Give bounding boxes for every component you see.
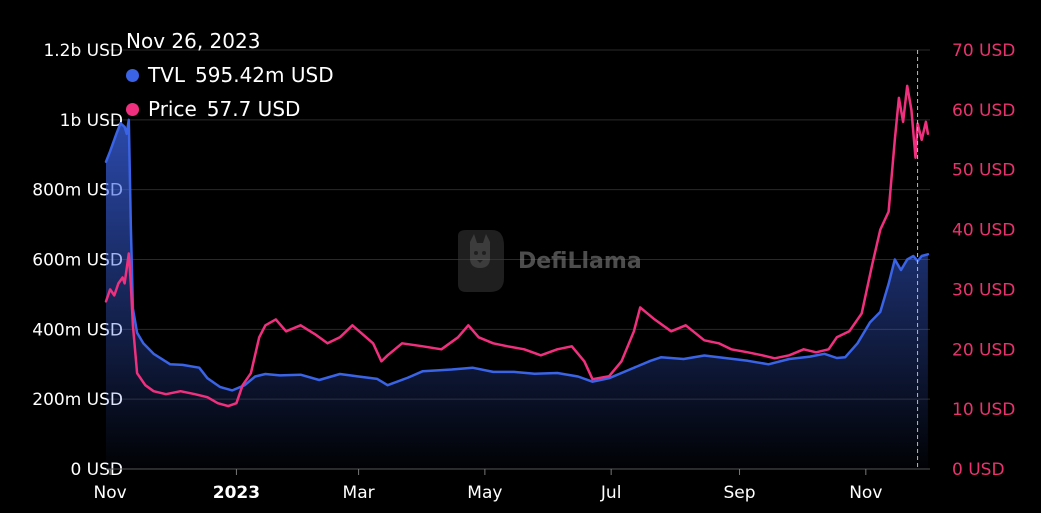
tooltip-tvl-row: TVL 595.42m USD bbox=[126, 58, 334, 92]
tooltip-price-value: 57.7 USD bbox=[206, 97, 301, 121]
defillama-watermark: DefiLlama bbox=[452, 228, 652, 298]
y-left-tick-label: 1.2b USD bbox=[43, 41, 123, 61]
x-tick-label: May bbox=[467, 483, 502, 503]
y-right-tick-label: 0 USD bbox=[952, 460, 1005, 480]
x-tick-label: Mar bbox=[343, 483, 375, 503]
y-right-tick-label: 20 USD bbox=[952, 340, 1015, 360]
tooltip-price-row: Price 57.7 USD bbox=[126, 92, 334, 126]
x-tick-label: 2023 bbox=[213, 483, 260, 503]
x-tick-label: Sep bbox=[724, 483, 756, 503]
tooltip-tvl-value: 595.42m USD bbox=[195, 63, 334, 87]
tvl-area bbox=[106, 119, 928, 470]
llama-logo-icon bbox=[458, 230, 504, 292]
price-legend-dot bbox=[126, 103, 139, 116]
tooltip-date: Nov 26, 2023 bbox=[126, 29, 261, 53]
y-right-tick-label: 10 USD bbox=[952, 400, 1015, 420]
y-left-tick-label: 400m USD bbox=[32, 320, 123, 340]
x-tick-label: Jul bbox=[600, 483, 622, 503]
y-right-tick-label: 30 USD bbox=[952, 280, 1015, 300]
y-right-tick-label: 60 USD bbox=[952, 101, 1015, 121]
price-line bbox=[104, 84, 930, 408]
watermark-text: DefiLlama bbox=[518, 249, 642, 274]
y-left-tick-label: 600m USD bbox=[32, 251, 123, 271]
y-right-tick-label: 70 USD bbox=[952, 41, 1015, 61]
tvl-line bbox=[104, 118, 930, 392]
y-left-tick-label: 200m USD bbox=[32, 390, 123, 410]
y-left-tick-label: 800m USD bbox=[32, 181, 123, 201]
tooltip-price-label: Price bbox=[148, 97, 197, 121]
x-tick-label: Nov bbox=[849, 483, 882, 503]
chart-tooltip: Nov 26, 2023 TVL 595.42m USD Price 57.7 US… bbox=[126, 24, 334, 126]
x-tick-label: Nov bbox=[94, 483, 127, 503]
tvl-legend-dot bbox=[126, 69, 139, 82]
axes: 0 USD 200m USD 400m USD 600m USD 800m USD 1b … bbox=[32, 41, 1015, 503]
y-right-tick-label: 40 USD bbox=[952, 221, 1015, 241]
series-group bbox=[104, 84, 930, 470]
tooltip-tvl-label: TVL bbox=[148, 63, 186, 87]
y-right-tick-label: 50 USD bbox=[952, 161, 1015, 181]
y-left-tick-label: 1b USD bbox=[60, 111, 123, 131]
